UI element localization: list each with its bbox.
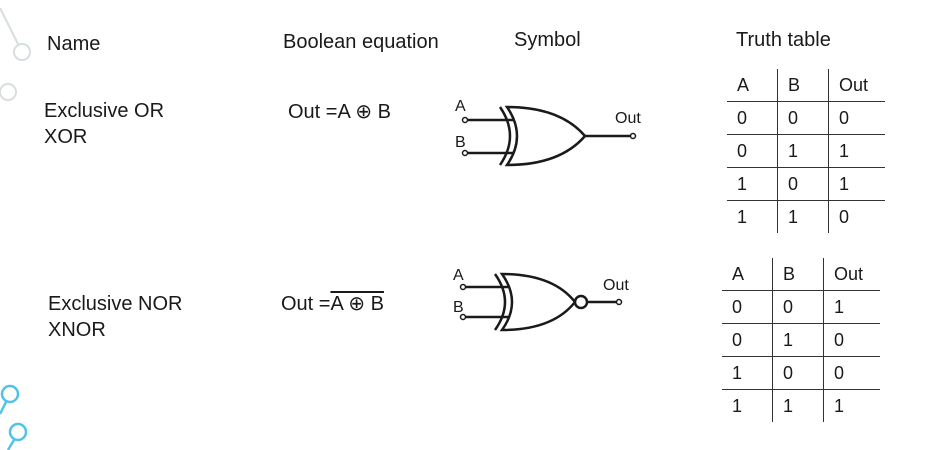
decor-bottom-left [0,384,28,450]
table-cell: 1 [772,389,824,422]
table-cell: 0 [727,101,778,135]
xnor-name: Exclusive NOR XNOR [48,291,182,343]
xor-name-abbr: XOR [44,126,88,148]
xnor-name-full: Exclusive NOR [48,293,183,315]
table-header-row: A B Out [727,69,885,102]
table-cell: 0 [828,101,885,135]
table-cell: 0 [722,323,773,357]
xor-input-b-label: B [455,134,466,151]
xnor-output-label: Out [603,277,629,294]
xnor-gate-body [459,272,623,332]
header-name: Name [47,33,101,55]
table-row: 0 1 1 [727,134,885,168]
column-header: A [732,263,745,284]
xor-truth-table: A B Out 0 0 0 0 1 1 1 0 1 1 1 0 [727,69,885,233]
table-cell: 1 [727,200,778,233]
table-cell: 1 [727,167,778,201]
xor-gate-symbol: A B Out [455,98,641,167]
decor-top-left [0,7,31,101]
xnor-name-abbr: XNOR [48,319,106,341]
table-row: 0 0 0 [727,101,885,135]
xnor-equation-prefix: Out = [281,293,331,315]
table-cell: 0 [777,167,829,201]
table-row: 0 1 0 [722,323,880,357]
xor-equation-prefix: Out = [288,101,338,123]
column-header: Out [828,69,885,102]
table-cell: 0 [777,101,829,135]
table-row: 1 0 1 [727,167,885,201]
xor-equation-expr: A ⊕ B [337,101,391,123]
column-header: Out [823,258,880,291]
table-cell: 1 [777,200,829,233]
table-cell: 1 [823,290,880,324]
table-cell: 1 [828,167,885,201]
table-row: 1 0 0 [722,356,880,390]
header-symbol: Symbol [514,29,581,51]
table-cell: 0 [772,290,824,324]
xnor-equation: Out =A ⊕ B [281,291,384,316]
xnor-equation-expr: A ⊕ B [330,293,384,315]
xnor-truth-table: A B Out 0 0 1 0 1 0 1 0 0 1 1 1 [722,258,880,422]
xnor-input-b-label: B [453,299,464,316]
header-boolean-equation: Boolean equation [283,31,439,53]
table-cell: 1 [828,134,885,168]
table-cell: 1 [722,389,773,422]
table-cell: 1 [823,389,880,422]
xor-input-a-label: A [455,98,466,115]
table-cell: 0 [727,134,778,168]
xor-gate-body [461,105,637,167]
table-row: 1 1 1 [722,389,880,422]
xor-equation: Out =A ⊕ B [288,99,391,124]
column-header: B [772,258,824,291]
table-row: 1 1 0 [727,200,885,233]
xnor-input-a-label: A [453,267,464,284]
table-row: 0 0 1 [722,290,880,324]
table-cell: 1 [722,356,773,390]
table-cell: 0 [722,290,773,324]
table-cell: 0 [823,356,880,390]
header-truth-table: Truth table [736,29,831,51]
column-header: B [777,69,829,102]
xor-name-full: Exclusive OR [44,100,165,122]
table-cell: 1 [777,134,829,168]
table-cell: 0 [828,200,885,233]
xor-name: Exclusive OR XOR [44,98,164,150]
table-header-row: A B Out [722,258,880,291]
table-cell: 0 [772,356,824,390]
table-cell: 0 [823,323,880,357]
xnor-gate-symbol: A B Out [453,267,629,332]
column-header: A [737,74,750,95]
xor-output-label: Out [615,110,641,127]
table-cell: 1 [772,323,824,357]
